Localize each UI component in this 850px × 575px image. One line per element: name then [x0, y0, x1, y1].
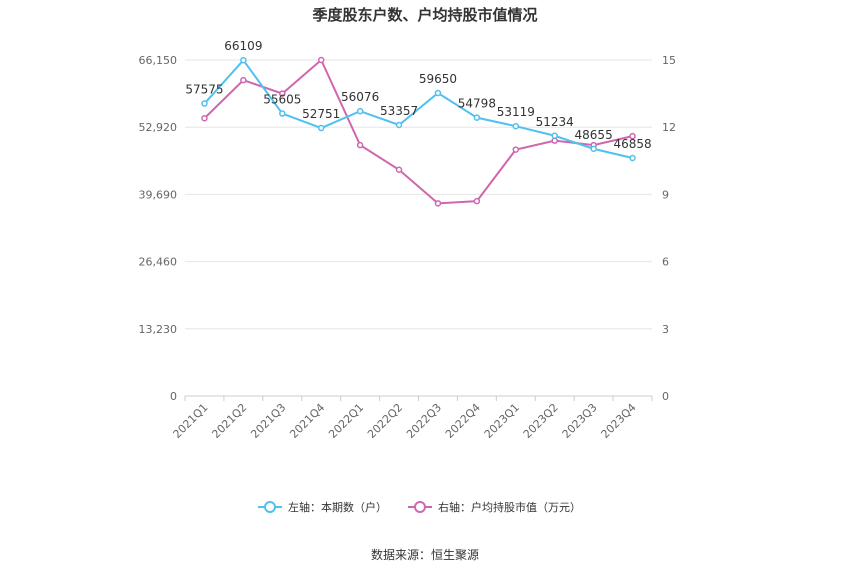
data-label: 57575: [185, 83, 223, 97]
right-tick-label: 3: [662, 323, 669, 336]
left-tick-label: 13,230: [139, 323, 178, 336]
legend-item-0[interactable]: 左轴：本期数（户）: [258, 500, 387, 514]
left-tick-label: 66,150: [139, 54, 178, 67]
series-layer: [201, 56, 636, 207]
x-tick-label: 2022Q4: [443, 401, 483, 441]
left-axis: 0 13,230 26,460 39,690 52,920 66,150: [139, 54, 178, 403]
data-label: 51234: [536, 115, 574, 129]
left-tick-label: 26,460: [139, 256, 178, 269]
grid-lines: [185, 59, 652, 397]
data-point[interactable]: [395, 121, 403, 129]
data-point[interactable]: [317, 56, 325, 64]
data-point[interactable]: [240, 76, 247, 84]
x-tick-label: 2022Q1: [326, 401, 366, 441]
x-tick-label: 2021Q2: [209, 401, 249, 441]
data-label: 53119: [497, 105, 535, 119]
data-point[interactable]: [240, 56, 247, 64]
x-tick-label: 2023Q4: [599, 401, 639, 441]
right-tick-label: 9: [662, 188, 669, 201]
x-tick-label: 2023Q1: [482, 401, 522, 441]
legend-marker: [264, 501, 276, 513]
data-point[interactable]: [629, 132, 636, 140]
legend-label: 左轴：本期数（户）: [288, 500, 387, 514]
data-point[interactable]: [279, 110, 286, 117]
data-label: 54798: [458, 97, 496, 111]
source-text: 数据来源：恒生聚源: [371, 547, 479, 562]
right-tick-label: 15: [662, 54, 676, 67]
series-line-1: [203, 58, 633, 205]
x-tick-label: 2021Q3: [248, 401, 288, 441]
left-tick-label: 0: [170, 390, 177, 403]
data-point[interactable]: [356, 141, 364, 149]
data-label: 56076: [341, 90, 379, 104]
right-tick-label: 0: [662, 390, 669, 403]
data-point[interactable]: [434, 200, 442, 207]
series-line-0: [203, 58, 633, 159]
x-tick-label: 2023Q3: [560, 401, 600, 441]
data-point[interactable]: [473, 114, 481, 121]
left-tick-label: 39,690: [139, 188, 178, 201]
x-axis: 2021Q12021Q22021Q32021Q42022Q12022Q22022…: [171, 396, 653, 441]
x-tick-label: 2022Q2: [365, 401, 405, 441]
data-point[interactable]: [201, 100, 208, 107]
right-tick-label: 12: [662, 121, 676, 134]
data-point[interactable]: [551, 132, 558, 140]
data-label: 46858: [613, 137, 651, 151]
data-label: 55605: [263, 93, 301, 107]
chart-title: 季度股东户数、户均持股市值情况: [312, 6, 537, 24]
legend[interactable]: 左轴：本期数（户） 右轴：户均持股市值（万元）: [258, 500, 581, 514]
data-point[interactable]: [590, 145, 597, 153]
data-point[interactable]: [473, 197, 481, 205]
data-label: 59650: [419, 72, 457, 86]
x-tick-label: 2021Q1: [171, 401, 211, 441]
data-point[interactable]: [512, 146, 520, 153]
data-point[interactable]: [201, 114, 208, 122]
data-label: 52751: [302, 107, 340, 121]
x-tick-label: 2022Q3: [404, 401, 444, 441]
data-label: 53357: [380, 104, 418, 118]
data-label: 48655: [575, 128, 613, 142]
data-point[interactable]: [512, 122, 520, 130]
data-point[interactable]: [395, 166, 403, 174]
right-tick-label: 6: [662, 256, 669, 269]
data-point[interactable]: [356, 107, 364, 115]
legend-marker: [414, 501, 426, 513]
data-label: 66109: [224, 39, 262, 53]
legend-label: 右轴：户均持股市值（万元）: [438, 500, 581, 514]
x-tick-label: 2021Q4: [287, 401, 327, 441]
left-tick-label: 52,920: [139, 121, 178, 134]
data-point[interactable]: [279, 90, 286, 97]
x-tick-label: 2023Q2: [521, 401, 561, 441]
right-axis: 0 3 6 9 12 15: [662, 54, 676, 403]
data-point[interactable]: [629, 154, 636, 162]
legend-item-1[interactable]: 右轴：户均持股市值（万元）: [408, 500, 581, 514]
data-point[interactable]: [317, 124, 325, 132]
data-point[interactable]: [434, 89, 442, 97]
